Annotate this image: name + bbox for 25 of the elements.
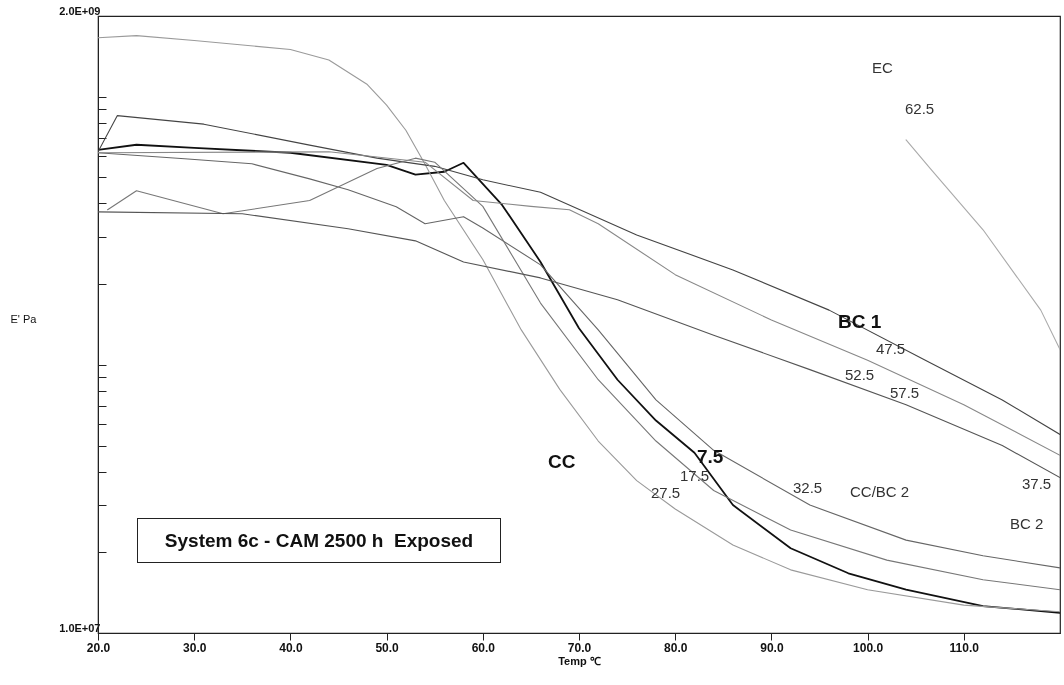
annotation: 27.5 [651, 484, 681, 501]
annotation: 32.5 [793, 479, 823, 496]
x-tick-label: 110.0 [949, 640, 980, 655]
text: System 6c - CAM 2500 h Exposed [137, 518, 501, 563]
x-tick-label: 50.0 [375, 640, 400, 655]
annotation: 37.5 [1022, 475, 1052, 492]
x-tick-label: 100.0 [853, 640, 884, 655]
annotation: CC/BC 2 [850, 483, 910, 500]
annotation: EC [872, 59, 893, 76]
annotation: 47.5 [876, 340, 906, 357]
annotation: BC 2 [1010, 515, 1044, 532]
y-tick-label: 2.0E+09 [59, 4, 101, 17]
y-axis-title: E' Pa [10, 313, 38, 325]
annotation: 62.5 [905, 100, 935, 117]
annotation: 52.5 [845, 366, 875, 383]
x-tick-label: 20.0 [86, 640, 111, 655]
annotation: CC [548, 451, 576, 472]
x-tick-label: 40.0 [279, 640, 303, 655]
annotation: 57.5 [890, 384, 920, 401]
x-tick-label: 80.0 [664, 640, 688, 655]
x-tick-label: 70.0 [567, 640, 592, 655]
x-tick-label: 90.0 [760, 640, 784, 655]
x-axis-title: Temp ℃ [558, 654, 601, 667]
x-tick-label: 30.0 [183, 640, 207, 655]
x-tick-label: 60.0 [471, 640, 496, 655]
